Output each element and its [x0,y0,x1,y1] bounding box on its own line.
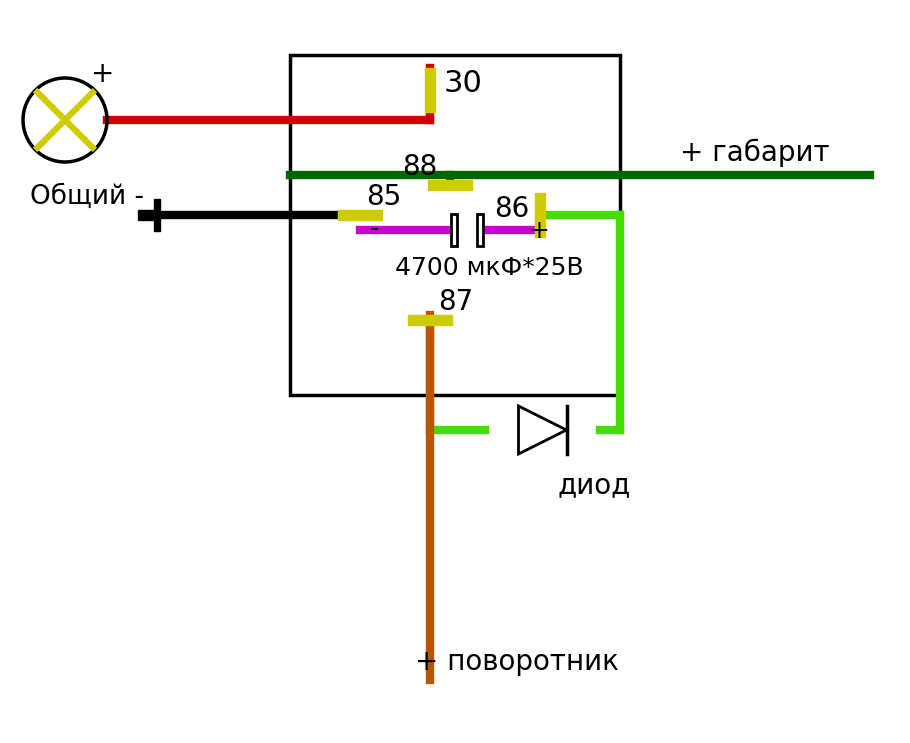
Text: 4700 мкФ*25В: 4700 мкФ*25В [395,256,583,280]
Bar [290,55,620,395]
Bar [535,193,545,237]
Text: + габарит: + габарит [680,139,830,167]
Text: 86: 86 [494,195,530,223]
Text: +: + [91,60,115,88]
Bar [338,210,382,220]
Text: 30: 30 [444,70,483,99]
Text: 85: 85 [366,183,401,211]
Text: диод: диод [558,471,631,499]
Text: 88: 88 [402,153,437,181]
Bar [154,199,160,231]
Text: -: - [370,217,379,241]
Text: Общий -: Общий - [30,184,144,210]
Bar [428,180,472,190]
Bar [408,315,452,325]
Text: +: + [528,219,549,243]
Text: + поворотник: + поворотник [415,648,619,676]
Text: 87: 87 [438,288,473,316]
Bar [425,68,435,112]
Bar [138,210,154,220]
Bar [477,214,483,246]
Bar [451,214,457,246]
